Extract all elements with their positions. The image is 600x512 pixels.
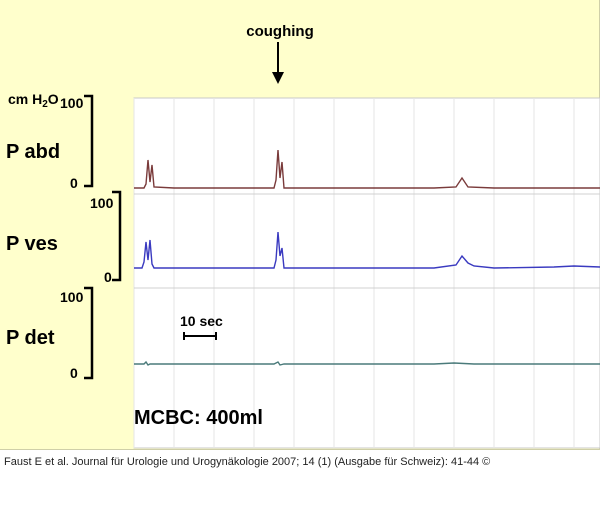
- traces: [134, 149, 600, 366]
- plot-area: [133, 97, 600, 449]
- pves-bracket: [112, 190, 122, 282]
- pdet-min-label: 0: [70, 365, 78, 381]
- unit-tail: O: [48, 91, 59, 107]
- coughing-arrowhead: [272, 72, 284, 84]
- figure-panel: coughing cm H2O 100 P abd 0 100 P ves 0 …: [0, 0, 600, 450]
- pves-name-label: P ves: [6, 233, 58, 255]
- scale-bar-label: 10 sec: [180, 313, 223, 329]
- urodynamic-chart: coughing cm H2O 100 P abd 0 100 P ves 0 …: [6, 23, 600, 449]
- coughing-annotation: coughing: [246, 23, 314, 40]
- pabd-min-label: 0: [70, 175, 78, 191]
- trace-p-det: [134, 360, 600, 366]
- pdet-max-label: 100: [60, 289, 84, 305]
- trace-p-ves: [134, 231, 600, 269]
- citation: Faust E et al. Journal für Urologie und …: [4, 456, 491, 468]
- unit-main: cm H: [8, 91, 42, 107]
- pdet-name-label: P det: [6, 327, 55, 349]
- pabd-name-label: P abd: [6, 141, 60, 163]
- grid-lines: [133, 98, 600, 448]
- unit-label: cm H2O: [8, 91, 59, 110]
- pves-min-label: 0: [104, 269, 112, 285]
- pabd-max-label: 100: [60, 95, 84, 111]
- pabd-bracket: [84, 94, 94, 188]
- trace-p-abd: [134, 149, 600, 189]
- mcbc-label: MCBC: 400ml: [134, 407, 263, 429]
- pdet-bracket: [84, 286, 94, 380]
- pves-max-label: 100: [90, 195, 114, 211]
- unit-sub: 2: [42, 99, 48, 110]
